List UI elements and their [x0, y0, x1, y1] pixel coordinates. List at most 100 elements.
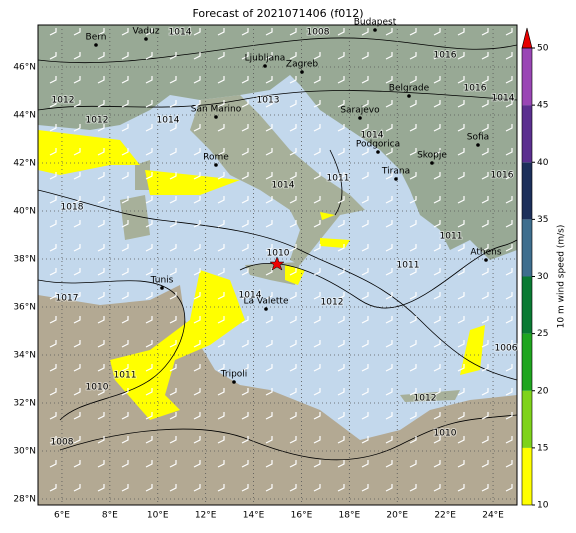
- wind-barb: [505, 172, 513, 180]
- colorbar-tick-label: 15: [537, 443, 548, 453]
- wind-barb: [241, 364, 249, 372]
- x-tick-label: 16°E: [291, 511, 313, 521]
- wind-barb: [265, 76, 273, 84]
- isobar-label: 1010: [434, 429, 457, 439]
- wind-barb: [97, 460, 105, 468]
- wind-barb: [409, 292, 417, 300]
- x-tick-label: 18°E: [339, 511, 361, 521]
- wind-barb: [505, 244, 513, 252]
- wind-barb: [409, 460, 417, 468]
- colorbar-tick-label: 35: [537, 215, 548, 225]
- wind-barb: [505, 412, 513, 420]
- wind-barb: [49, 76, 57, 84]
- wind-barb: [313, 52, 321, 60]
- wind-barb: [457, 268, 465, 276]
- colorbar-tick-label: 40: [537, 158, 549, 168]
- wind-barb: [265, 316, 273, 324]
- city-label: Belgrade: [389, 84, 430, 94]
- wind-barb: [169, 52, 177, 60]
- wind-barb: [265, 148, 273, 156]
- wind-barb: [505, 76, 513, 84]
- wind-barb: [385, 28, 393, 36]
- wind-barb: [433, 76, 441, 84]
- wind-barb: [409, 388, 417, 396]
- colorbar-tick-label: 25: [537, 329, 548, 339]
- wind-barb: [361, 124, 369, 132]
- isobar-label: 1018: [61, 203, 84, 213]
- city-dot: [358, 116, 362, 120]
- wind-barb: [145, 100, 153, 108]
- wind-barb: [481, 220, 489, 228]
- wind-barb: [481, 52, 489, 60]
- y-tick-label: 30°N: [13, 447, 36, 457]
- wind-barb: [433, 436, 441, 444]
- wind-barb: [193, 124, 201, 132]
- wind-barb: [313, 124, 321, 132]
- isobar-label: 1012: [414, 394, 437, 404]
- wind-barb: [337, 76, 345, 84]
- wind-barb: [337, 196, 345, 204]
- wind-barb: [457, 100, 465, 108]
- wind-barb: [433, 244, 441, 252]
- wind-barb: [193, 220, 201, 228]
- wind-barb: [481, 436, 489, 444]
- wind-barb: [97, 28, 105, 36]
- isobar-label: 1006: [495, 344, 518, 354]
- wind-barb: [121, 268, 129, 276]
- wind-barb: [313, 364, 321, 372]
- wind-barb: [49, 124, 57, 132]
- wind-barb: [73, 436, 81, 444]
- wind-barb: [169, 172, 177, 180]
- colorbar-extend: [521, 27, 533, 49]
- wind-barb: [241, 268, 249, 276]
- wind-barb: [73, 148, 81, 156]
- wind-barb: [169, 436, 177, 444]
- wind-barb: [217, 76, 225, 84]
- wind-barb: [265, 196, 273, 204]
- wind-barb: [121, 412, 129, 420]
- wind-barb: [97, 364, 105, 372]
- y-tick-label: 46°N: [13, 63, 36, 73]
- wind-barb: [145, 28, 153, 36]
- city-dot: [373, 28, 377, 32]
- wind-barb: [481, 196, 489, 204]
- wind-barb: [289, 292, 297, 300]
- wind-barb: [121, 364, 129, 372]
- wind-barb: [409, 172, 417, 180]
- isobar-label: 1012: [321, 298, 344, 308]
- wind-barb: [289, 100, 297, 108]
- wind-barb: [145, 196, 153, 204]
- wind-barb: [361, 460, 369, 468]
- y-tick-label: 34°N: [13, 351, 36, 361]
- wind-barb: [481, 100, 489, 108]
- wind-barb: [289, 340, 297, 348]
- city-dot: [232, 380, 236, 384]
- wind-barb: [73, 28, 81, 36]
- wind-barb: [241, 172, 249, 180]
- wind-barb: [241, 412, 249, 420]
- wind-barb: [49, 412, 57, 420]
- wind-barb: [337, 340, 345, 348]
- wind-barb: [337, 460, 345, 468]
- wind-barb: [289, 148, 297, 156]
- wind-barb: [385, 436, 393, 444]
- land: [38, 25, 517, 260]
- isobar-label: 1016: [464, 84, 487, 94]
- wind-barb: [217, 292, 225, 300]
- colorbar-tick-label: 30: [537, 272, 549, 282]
- wind-barb: [409, 196, 417, 204]
- wind-barb: [433, 124, 441, 132]
- wind-barb: [385, 268, 393, 276]
- wind-barb: [217, 244, 225, 252]
- y-tick-label: 32°N: [13, 399, 36, 409]
- wind-barb: [313, 460, 321, 468]
- wind-barb: [505, 340, 513, 348]
- wind-barb: [313, 292, 321, 300]
- wind-barb: [97, 100, 105, 108]
- wind-barb: [481, 172, 489, 180]
- wind-barb: [289, 28, 297, 36]
- wind-barb: [97, 172, 105, 180]
- wind-barb: [361, 340, 369, 348]
- wind-barb: [169, 100, 177, 108]
- city-label: Athens: [470, 248, 501, 258]
